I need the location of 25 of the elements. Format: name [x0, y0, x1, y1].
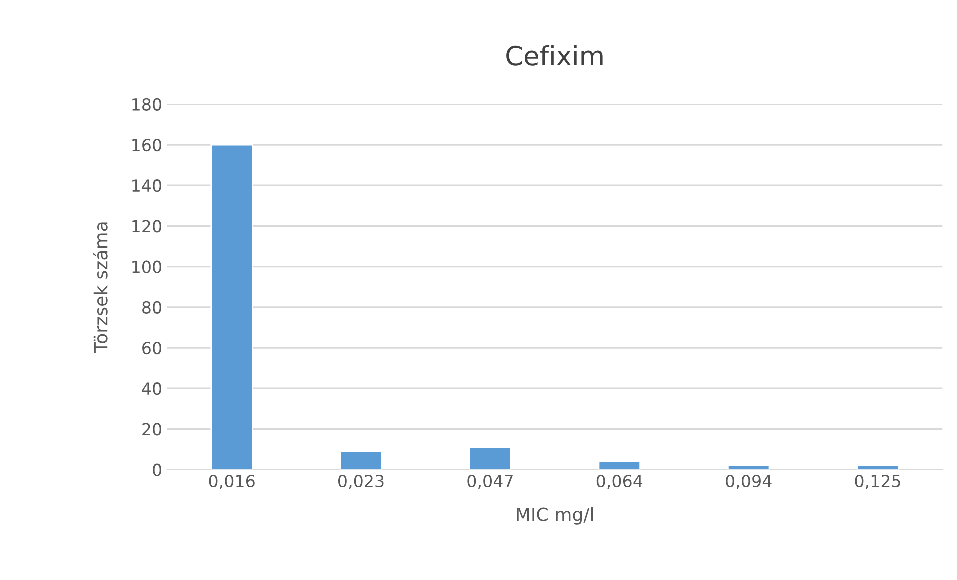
bar [340, 450, 383, 470]
y-axis-title: Törzsek száma [93, 222, 108, 354]
bar [469, 446, 512, 470]
y-tick-label: 100 [132, 260, 162, 274]
y-tick-label: 80 [142, 301, 162, 314]
x-tick-label: 0,125 [855, 474, 900, 490]
x-tick-label: 0,094 [726, 474, 772, 490]
y-tick-label: 120 [132, 220, 162, 233]
y-tick-label: 0 [153, 464, 162, 476]
x-tick-label: 0,016 [209, 474, 255, 490]
x-tick-label: 0,064 [596, 474, 643, 490]
y-tick-label: 60 [142, 342, 162, 355]
y-tick-label: 40 [142, 382, 162, 396]
bar [210, 144, 254, 470]
y-tick-label: 140 [132, 180, 162, 192]
y-tick-label: 20 [142, 423, 162, 436]
bar [598, 460, 642, 470]
x-tick-label: 0,023 [338, 474, 384, 490]
chart-title: Cefixim [506, 45, 603, 66]
bar [856, 465, 900, 470]
y-tick-label: 160 [132, 138, 162, 152]
x-tick-label: 0,047 [468, 474, 513, 490]
y-tick-label: 180 [132, 98, 162, 111]
bar [727, 465, 770, 470]
x-axis-title: MIC mg/l [517, 507, 594, 525]
